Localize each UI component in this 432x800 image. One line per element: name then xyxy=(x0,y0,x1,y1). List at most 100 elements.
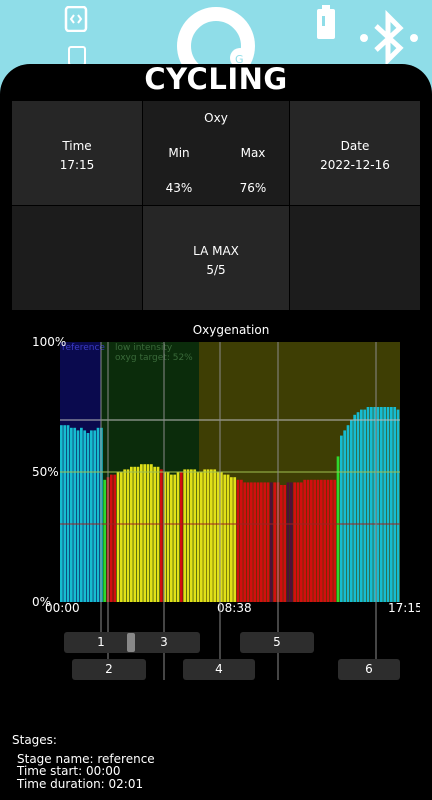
oxygenation-bar xyxy=(356,412,360,602)
oxygenation-bar xyxy=(153,466,157,602)
oxygenation-bar xyxy=(266,482,270,602)
stage-name: Stage name: reference xyxy=(17,751,155,766)
oxygenation-bar xyxy=(316,479,320,602)
oxygenation-bar xyxy=(233,477,237,602)
oxygenation-bar xyxy=(360,409,363,602)
oxygenation-bar xyxy=(220,472,223,602)
oxygenation-bar xyxy=(350,420,353,602)
oxygenation-bar xyxy=(330,479,333,602)
y-tick-100: 100% xyxy=(32,335,66,349)
oxygenation-bar xyxy=(180,472,183,602)
oxygenation-bar xyxy=(223,474,227,602)
oxygenation-bar xyxy=(146,464,150,602)
stage-button-1[interactable]: 1 xyxy=(64,632,138,653)
oxygenation-bar xyxy=(160,469,163,602)
stage-button-3[interactable]: 3 xyxy=(128,632,200,653)
min-value: 43% xyxy=(165,181,193,195)
oxygenation-bar xyxy=(210,469,213,602)
date-cell: Date 2022-12-16 xyxy=(290,101,420,205)
oxygenation-bar xyxy=(253,482,257,602)
scroll-handle[interactable] xyxy=(127,633,135,652)
oxygenation-bar xyxy=(156,466,160,602)
oxygenation-bar xyxy=(230,477,233,602)
y-tick-0: 0% xyxy=(32,595,51,609)
oxygenation-bar xyxy=(310,479,313,602)
oxygenation-bar xyxy=(143,464,147,602)
oxygenation-bar xyxy=(280,485,283,602)
oxygenation-bar xyxy=(343,430,347,602)
oxygenation-bar xyxy=(93,430,97,602)
oxygenation-bar xyxy=(263,482,267,602)
oxygenation-chart[interactable]: Oxygenation reference low intensity oxyg… xyxy=(12,318,423,718)
oxyg-target-label: oxyg target: 52% xyxy=(115,353,193,363)
oxygenation-bar xyxy=(226,474,230,602)
oxygenation-bar xyxy=(110,474,113,602)
oxygenation-bar xyxy=(163,472,167,602)
oxygenation-bar xyxy=(340,435,343,602)
bluetooth-icon[interactable] xyxy=(356,10,422,68)
la-max-value: 5/5 xyxy=(206,263,226,277)
oxygenation-bar xyxy=(256,482,260,602)
oxy-logo-icon: G xyxy=(177,7,255,70)
oxygenation-bar xyxy=(133,466,137,602)
oxygenation-bar xyxy=(346,425,350,602)
oxygenation-bar xyxy=(290,482,293,602)
svg-text:G: G xyxy=(235,53,244,66)
time-cell: Time 17:15 xyxy=(12,101,142,205)
oxygenation-bar xyxy=(373,407,377,602)
date-value: 2022-12-16 xyxy=(320,158,390,172)
stage-button-5[interactable]: 5 xyxy=(240,632,314,653)
oxygenation-bar xyxy=(130,466,133,602)
oxygenation-bar xyxy=(216,472,220,602)
oxygenation-bar xyxy=(293,482,297,602)
oxygenation-bar xyxy=(103,479,107,602)
max-label: Max xyxy=(240,146,266,160)
la-max-label: LA MAX xyxy=(193,244,239,258)
oxygenation-bar xyxy=(283,485,287,602)
oxygenation-bar xyxy=(393,407,397,602)
oxygenation-bar xyxy=(333,479,337,602)
oxygenation-bar xyxy=(380,407,383,602)
oxygenation-bar xyxy=(136,466,140,602)
oxygenation-bar xyxy=(186,469,190,602)
oxygenation-bar xyxy=(243,482,247,602)
stage-duration: Time duration: 02:01 xyxy=(17,776,144,791)
oxygenation-bar xyxy=(126,469,130,602)
oxygenation-bar xyxy=(313,479,317,602)
oxygenation-bar xyxy=(336,456,340,602)
oxygenation-bar xyxy=(250,482,253,602)
oxygenation-bar xyxy=(70,427,73,602)
empty-cell-left xyxy=(12,206,142,310)
oxygenation-bar xyxy=(170,474,173,602)
stage-button-2[interactable]: 2 xyxy=(72,659,146,680)
oxygenation-bar xyxy=(300,482,303,602)
date-label: Date xyxy=(340,139,370,153)
oxygenation-bar xyxy=(396,409,400,602)
oxygenation-bar xyxy=(260,482,263,602)
oxygenation-bar xyxy=(90,430,93,602)
oxygenation-bar xyxy=(213,469,217,602)
oxygenation-bar xyxy=(150,464,153,602)
oxy-cell: Oxy Min Max 43% 76% xyxy=(143,101,289,205)
oxygenation-bar xyxy=(60,425,63,602)
stage-start: Time start: 00:00 xyxy=(17,764,121,778)
oxygenation-bar xyxy=(370,407,373,602)
oxygenation-bar xyxy=(63,425,67,602)
oxygenation-bar xyxy=(323,479,327,602)
chart-title: Oxygenation xyxy=(193,323,270,337)
oxygenation-bar xyxy=(80,427,83,602)
oxygenation-bar xyxy=(303,479,307,602)
code-icon[interactable] xyxy=(64,6,88,32)
oxygenation-bar xyxy=(73,427,77,602)
stage-button-4[interactable]: 4 xyxy=(183,659,255,680)
stages-info: Stages: Stage name: reference Time start… xyxy=(12,734,155,790)
oxygenation-bar xyxy=(83,430,87,602)
page-title: CYCLING xyxy=(144,62,288,96)
chart-svg: Oxygenation reference low intensity oxyg… xyxy=(32,323,423,680)
stage-button-6[interactable]: 6 xyxy=(338,659,400,680)
x-tick-start: 00:00 xyxy=(45,601,80,615)
oxygenation-bar xyxy=(246,482,250,602)
oxygenation-bar xyxy=(120,472,123,602)
oxygenation-bar xyxy=(66,425,70,602)
oxygenation-bar xyxy=(203,469,207,602)
